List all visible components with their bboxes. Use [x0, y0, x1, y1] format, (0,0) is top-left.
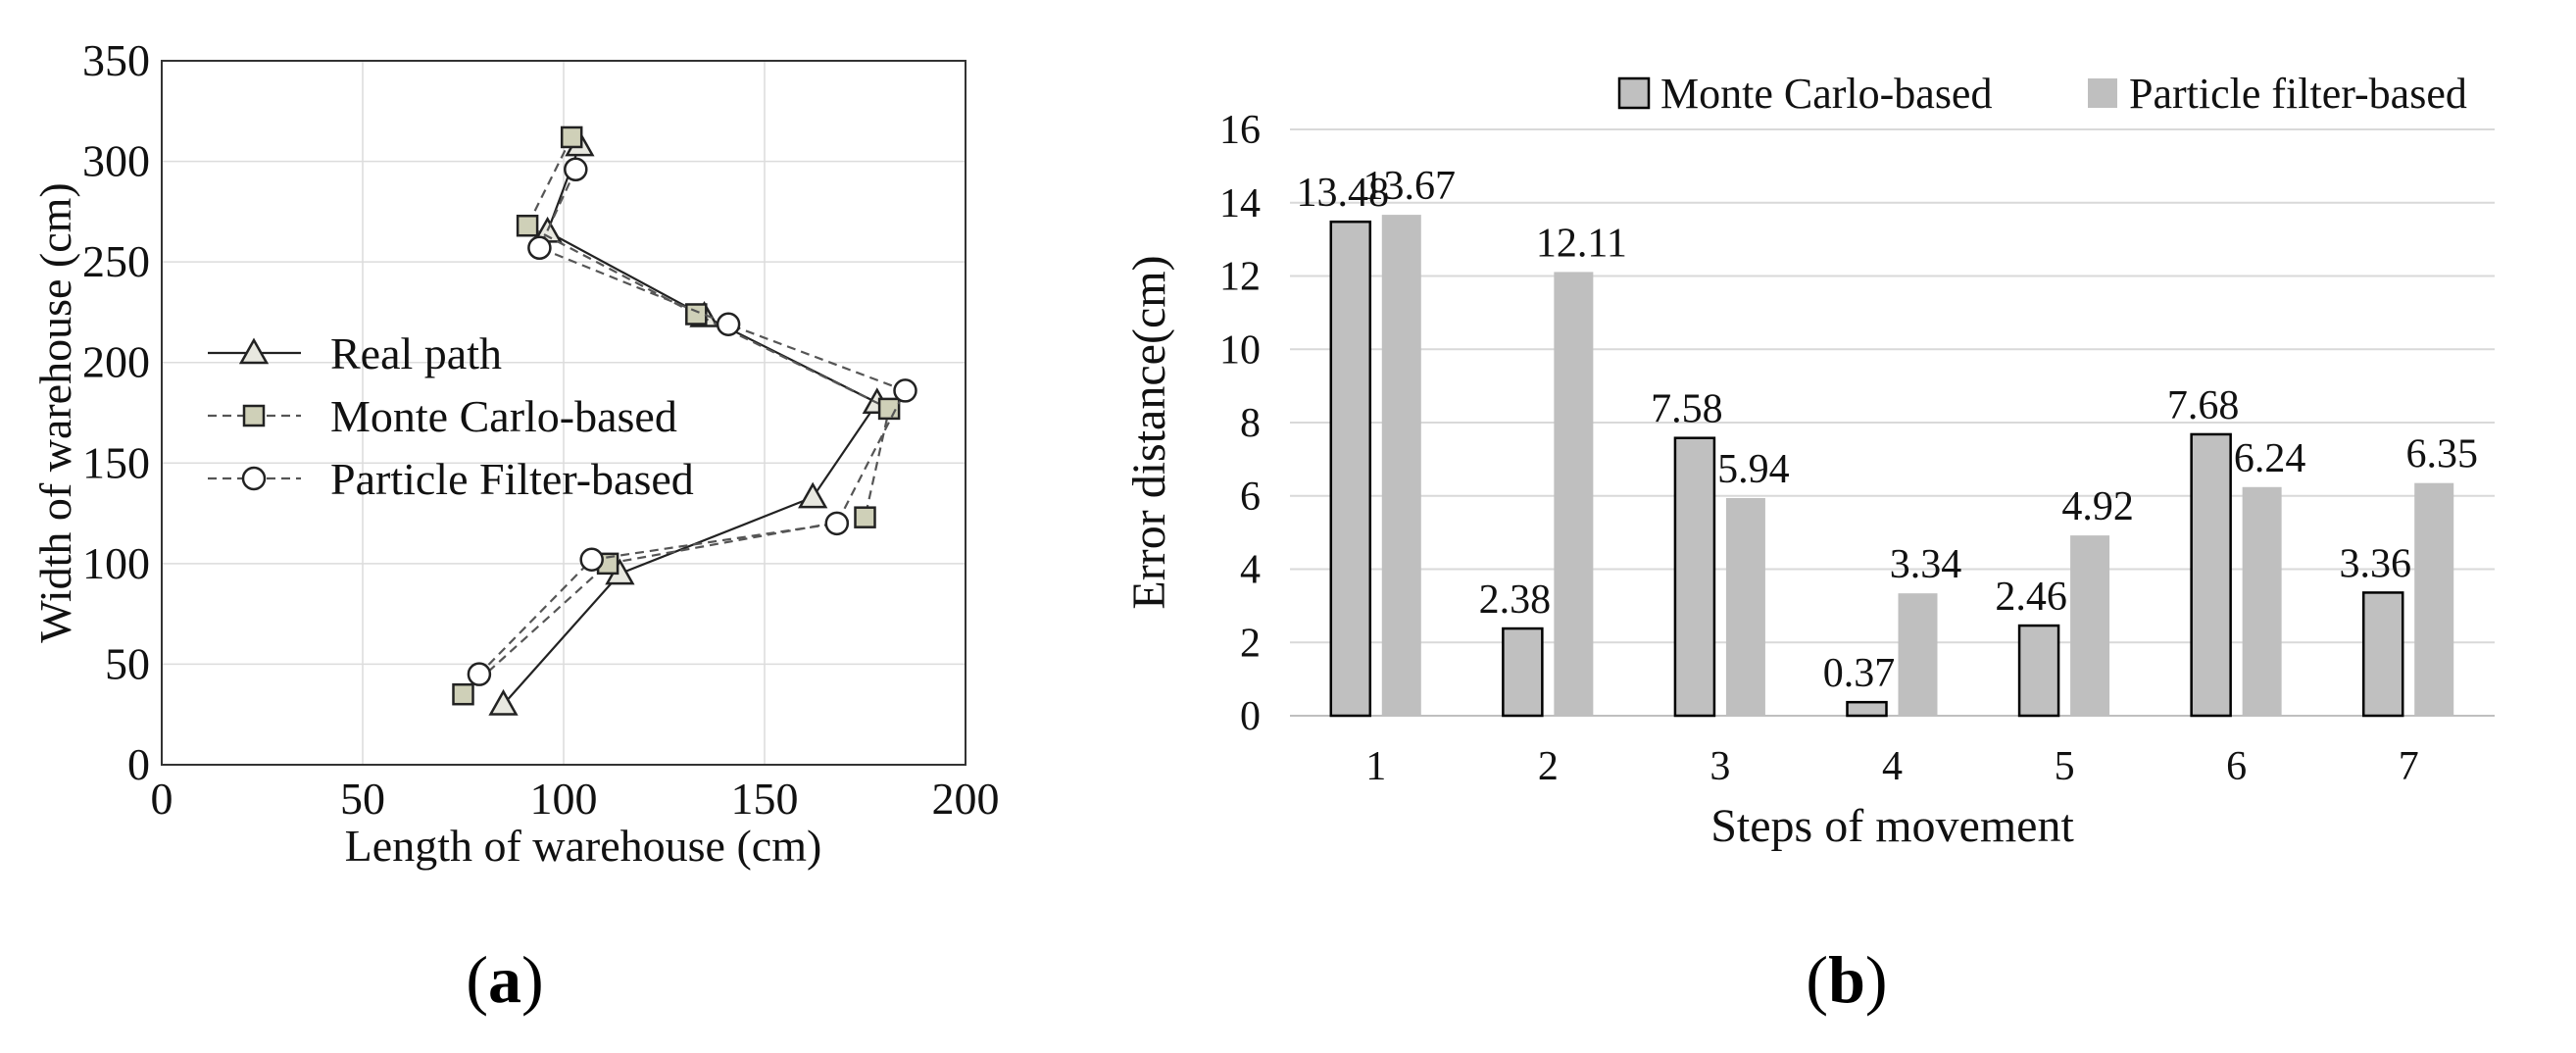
data-point-square [452, 682, 474, 706]
plot-frame [161, 60, 966, 766]
data-point-circle [564, 157, 588, 182]
bar-monte-carlo [2017, 624, 2060, 718]
bar-particle-filter [1381, 215, 1421, 717]
data-label: 3.36 [2339, 541, 2411, 586]
bar-monte-carlo [1502, 627, 1544, 718]
bar-particle-filter [1725, 497, 1765, 716]
bar-particle-filter [2070, 535, 2110, 716]
data-point-circle [893, 378, 917, 403]
y-tick-label: 300 [82, 136, 150, 186]
legend-label-0: Monte Carlo-based [1660, 70, 1992, 118]
legend-marker-square [242, 404, 266, 427]
data-point-circle [716, 312, 741, 336]
y-tick-label: 350 [82, 35, 150, 85]
bar-monte-carlo [1329, 220, 1372, 718]
data-point-square [560, 125, 583, 149]
data-label: 12.11 [1536, 221, 1627, 266]
data-point-circle [579, 547, 604, 573]
x-tick-label: 150 [731, 774, 799, 824]
x-tick-label: 50 [340, 774, 385, 824]
legend-label-2: Particle Filter-based [330, 454, 694, 504]
x-tick-label: 200 [932, 774, 1000, 824]
legend-label-0: Real path [330, 328, 502, 378]
data-label: 0.37 [1823, 651, 1896, 696]
bar-particle-filter [1898, 593, 1938, 716]
caption-b: (b) [1806, 942, 1888, 1017]
caption-a-letter: a [488, 942, 521, 1017]
bar-monte-carlo [2361, 591, 2404, 718]
data-point-circle [467, 662, 492, 686]
data-label: 13.48 [1297, 171, 1390, 216]
x-tick-label: 7 [2399, 744, 2419, 789]
data-label: 3.34 [1890, 542, 1962, 587]
y-tick-label: 50 [105, 638, 150, 688]
data-label: 7.58 [1651, 387, 1723, 432]
data-label: 6.24 [2234, 436, 2306, 481]
bar-monte-carlo [1673, 436, 1716, 718]
y-tick-label: 200 [82, 337, 150, 387]
bar-particle-filter [2242, 486, 2282, 716]
y-tick-label: 100 [82, 538, 150, 588]
x-tick-label: 2 [1538, 744, 1559, 789]
data-point-circle [527, 235, 552, 261]
caption-a: (a) [466, 942, 544, 1017]
data-point-triangle [798, 481, 828, 509]
data-point-square [516, 214, 539, 237]
y-tick-label: 12 [1219, 255, 1261, 300]
data-point-triangle [488, 688, 519, 716]
data-label: 4.92 [2061, 484, 2134, 529]
caption-b-letter: b [1828, 942, 1865, 1017]
x-tick-label: 3 [1709, 744, 1730, 789]
y-tick-label: 0 [127, 739, 150, 789]
panel-a-line-chart: 0 50 100 150 200 0 50 100 150 200 250 300 350 Length … [30, 35, 1000, 871]
y-tick-label: 250 [82, 236, 150, 286]
legend-marker-circle [241, 466, 267, 491]
data-label: 2.38 [1479, 577, 1552, 623]
legend-label-1: Monte Carlo-based [330, 391, 677, 441]
y-tick-label: 10 [1219, 327, 1261, 373]
bar-particle-filter [2414, 482, 2454, 716]
x-tick-label: 100 [530, 774, 598, 824]
bar-monte-carlo [2190, 432, 2232, 718]
y-tick-label: 8 [1240, 401, 1261, 446]
data-label: 5.94 [1717, 447, 1790, 492]
legend-swatch-1 [2088, 78, 2117, 108]
bar-particle-filter [1554, 272, 1594, 716]
x-axis-title: Steps of movement [1710, 800, 2074, 852]
data-label: 2.46 [1995, 575, 2067, 620]
data-point-circle [824, 511, 850, 536]
data-point-square [854, 506, 876, 528]
y-tick-label: 6 [1240, 475, 1261, 520]
y-axis-title: Error distance(cm) [1123, 255, 1175, 609]
data-label: 13.67 [1363, 164, 1457, 209]
x-tick-label: 4 [1882, 744, 1903, 789]
y-axis-title: Width of warehouse (cm) [30, 182, 80, 642]
x-tick-label: 5 [2055, 744, 2075, 789]
legend-label-1: Particle filter-based [2129, 70, 2467, 118]
data-label: 6.35 [2405, 432, 2478, 477]
y-tick-label: 150 [82, 437, 150, 487]
data-point-square [877, 397, 901, 421]
legend-marker-triangle [238, 337, 270, 365]
y-tick-label: 2 [1240, 621, 1261, 666]
y-tick-label: 16 [1219, 108, 1261, 153]
y-tick-label: 14 [1219, 181, 1261, 226]
x-tick-label: 0 [151, 774, 173, 824]
x-axis-title: Length of warehouse (cm) [345, 821, 822, 871]
y-tick-label: 0 [1240, 694, 1261, 739]
legend-swatch-0 [1617, 76, 1651, 110]
x-tick-label: 1 [1365, 744, 1386, 789]
bar-monte-carlo [1846, 700, 1888, 718]
y-tick-label: 4 [1240, 548, 1261, 593]
data-point-square [685, 303, 708, 326]
data-label: 7.68 [2167, 383, 2240, 428]
x-tick-label: 6 [2226, 744, 2247, 789]
